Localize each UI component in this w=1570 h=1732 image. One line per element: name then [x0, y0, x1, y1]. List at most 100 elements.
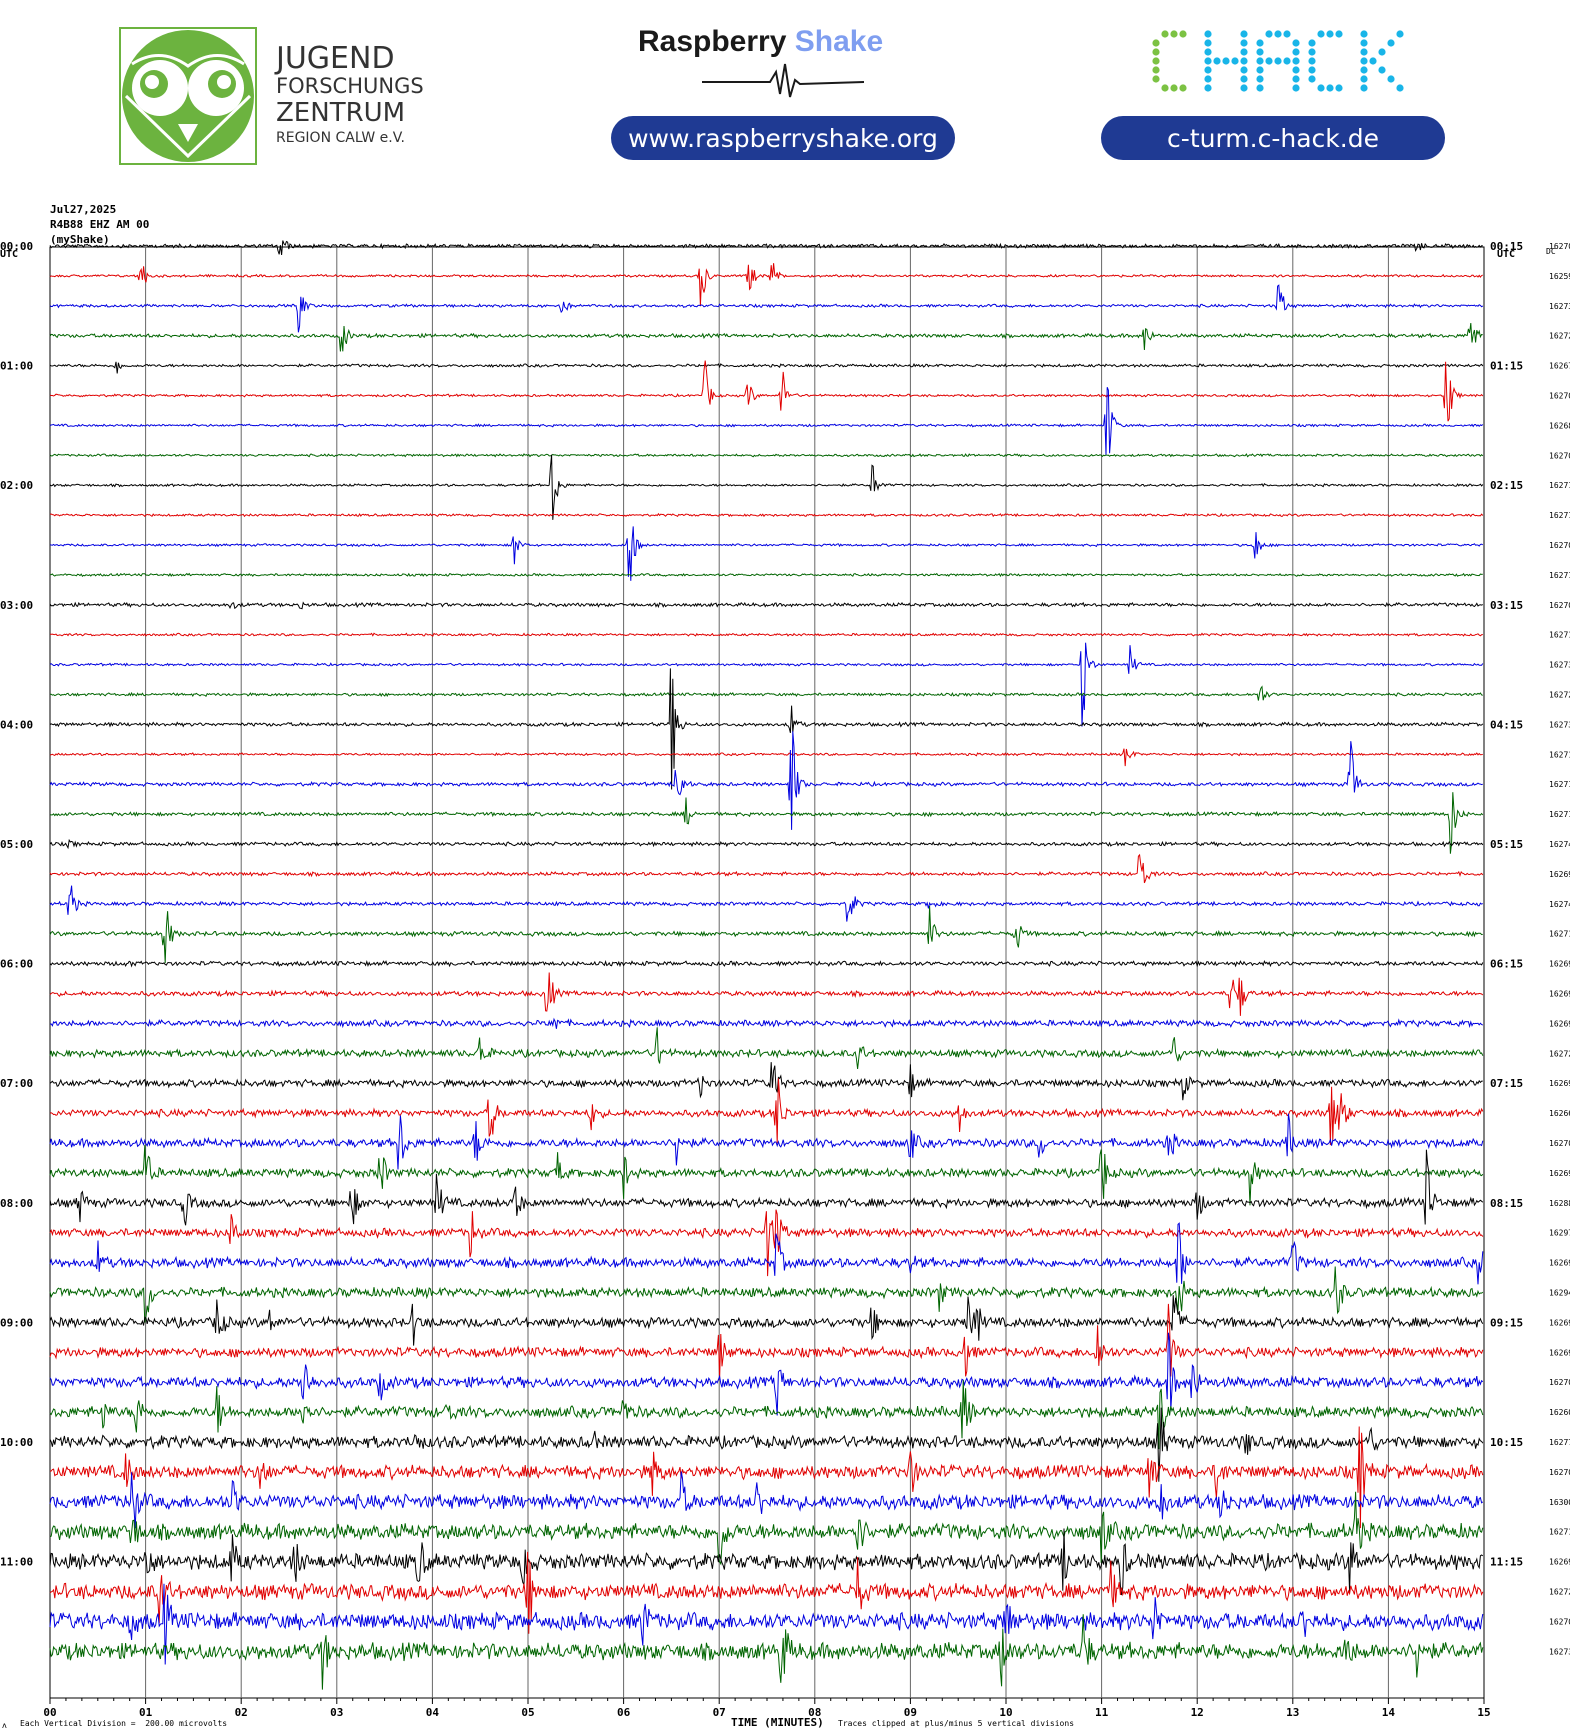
seismic-trace-line — [49, 1471, 1484, 1529]
raspberry-shake-logo: Raspberry Shake — [638, 25, 883, 98]
x-tick-label: 06 — [617, 1706, 631, 1719]
seismic-trace-line — [49, 853, 1484, 884]
seismic-trace-line — [49, 453, 1484, 458]
dc-offset-label: 16269 — [1549, 1259, 1570, 1268]
right-time-label: 08:15 — [1490, 1197, 1523, 1210]
seismic-trace-line — [49, 240, 1483, 255]
seismic-trace-line — [49, 1078, 1484, 1146]
x-tick-label: 10 — [999, 1706, 1012, 1719]
left-time-label: 07:00 — [0, 1077, 33, 1090]
seismic-trace-line — [49, 1266, 1484, 1323]
dc-offset-label: 16269 — [1549, 870, 1570, 879]
seismic-trace-line — [49, 1583, 1484, 1665]
seismic-trace-line — [49, 731, 1483, 830]
seismic-trace-line — [49, 1407, 1484, 1482]
seismic-trace-line — [49, 361, 1484, 374]
helicorder-plot: 00 01 02 03 04 05 06 07 08 09 10 11 12 13 14 15 UTC UTC DC… — [0, 240, 1570, 1719]
seismic-trace-line — [49, 1017, 1484, 1029]
dc-offset-label: 16269 — [1549, 960, 1570, 969]
plot-date: Jul27,2025 — [50, 203, 117, 216]
seismic-trace-line — [50, 632, 1483, 637]
jfz-line-2: FORSCHUNGS — [276, 74, 424, 98]
seismic-trace-line — [49, 284, 1484, 333]
x-tick-label: 04 — [426, 1706, 440, 1719]
chack-dot-lettering — [1152, 30, 1404, 92]
seismic-trace-line — [49, 885, 1483, 922]
dc-offset-label: 16268 — [1549, 421, 1570, 430]
right-time-label: 03:15 — [1490, 599, 1523, 612]
seismic-trace-line — [49, 526, 1484, 581]
dc-offset-label: 16273 — [1549, 661, 1570, 670]
chack-url-button[interactable]: c-turm.c-hack.de — [1101, 116, 1445, 160]
seismic-trace-line — [49, 642, 1484, 727]
left-time-label: 06:00 — [0, 958, 33, 971]
dc-offset-label: 16288 — [1549, 1199, 1570, 1208]
seismic-trace-line — [49, 1551, 1484, 1634]
shake-word: Shake — [795, 25, 883, 58]
left-time-label: 08:00 — [0, 1197, 33, 1210]
seismic-trace-line — [49, 748, 1483, 767]
seismic-trace-line — [49, 905, 1483, 964]
seismic-trace-line — [49, 1332, 1484, 1416]
left-time-label: 11:00 — [0, 1556, 33, 1569]
x-tick-label: 01 — [139, 1706, 153, 1719]
seismic-trace-line — [49, 959, 1484, 968]
dc-offset-label: 16269 — [1549, 1079, 1570, 1088]
seismic-trace-line — [49, 512, 1484, 518]
seismic-trace-line — [49, 360, 1484, 422]
seismic-trace-line — [49, 1149, 1484, 1226]
right-time-label: 07:15 — [1490, 1077, 1523, 1090]
dc-offset-label: 16294 — [1549, 1289, 1570, 1298]
seismic-trace-line — [49, 1062, 1483, 1101]
dc-offset-label: 16269 — [1549, 1169, 1570, 1178]
scale-note: Each Vertical Division = 200.00 microvol… — [20, 1719, 228, 1728]
station-id: R4B88 EHZ AM 00 — [50, 218, 150, 231]
seismic-trace-line — [49, 322, 1483, 352]
x-tick-label: 05 — [521, 1706, 534, 1719]
dc-offset-label: 16266 — [1549, 1109, 1570, 1118]
plot-frame — [49, 246, 1485, 1699]
seismic-trace-line — [49, 1144, 1484, 1206]
seismic-trace-line — [49, 1528, 1484, 1596]
left-axis-label: UTC — [0, 249, 18, 260]
data-source: (myShake) — [50, 233, 110, 246]
dc-offset-label: 16272 — [1549, 332, 1570, 341]
x-tick-label: 12 — [1191, 1706, 1204, 1719]
left-time-label: 01:00 — [0, 360, 33, 373]
right-time-label: 04:15 — [1490, 718, 1523, 731]
svg-text:Raspberry Shake: Raspberry Shake — [638, 25, 883, 58]
seismic-trace-line — [49, 1027, 1484, 1069]
seismic-trace-line — [49, 1491, 1484, 1566]
seismic-trace-line — [49, 572, 1483, 578]
x-tick-label: 15 — [1477, 1706, 1490, 1719]
right-axis-label: UTC — [1497, 249, 1515, 260]
x-tick-label: 03 — [330, 1706, 343, 1719]
dc-offset-label: 16300 — [1549, 1498, 1570, 1507]
jfz-logo: JUGEND FORSCHUNGS ZENTRUM REGION CALW e.… — [119, 27, 424, 165]
seismic-trace-line — [49, 454, 1484, 520]
raspberryshake-url-button[interactable]: www.raspberryshake.org — [611, 116, 955, 160]
dc-offset-label: 16273 — [1549, 720, 1570, 729]
right-time-label: 11:15 — [1490, 1556, 1523, 1569]
seismic-trace-line — [49, 1303, 1484, 1380]
dc-offset-label: 16272 — [1549, 1049, 1570, 1058]
right-time-label: 01:15 — [1490, 360, 1523, 373]
dc-offset-label: 16277 — [1549, 1438, 1570, 1447]
left-time-label: 05:00 — [0, 838, 33, 851]
dc-offset-label: 16269 — [1549, 1019, 1570, 1028]
seismic-trace-line — [49, 1209, 1484, 1277]
